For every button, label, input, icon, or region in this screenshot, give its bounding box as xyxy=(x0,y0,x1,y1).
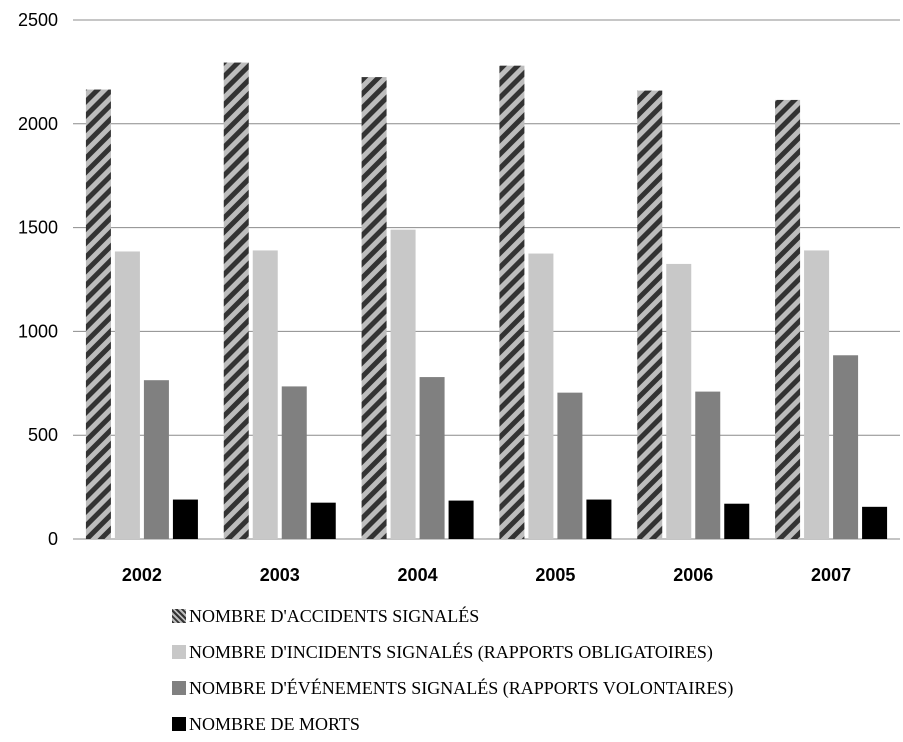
y-tick-label-2000: 2000 xyxy=(18,114,58,134)
bar-evenements-2007 xyxy=(833,355,859,539)
x-category-label-2002: 2002 xyxy=(122,565,162,585)
x-category-label-2005: 2005 xyxy=(535,565,575,585)
bar-morts-2005 xyxy=(586,499,612,539)
bar-morts-2002 xyxy=(172,499,198,539)
legend-label-accidents: NOMBRE D'ACCIDENTS SIGNALÉS xyxy=(189,605,480,626)
bar-accidents-2003 xyxy=(223,62,249,540)
legend-label-evenements: NOMBRE D'ÉVÉNEMENTS SIGNALÉS (RAPPORTS V… xyxy=(189,677,734,698)
x-category-label-2003: 2003 xyxy=(260,565,300,585)
bar-evenements-2004 xyxy=(419,377,445,539)
y-tick-label-2500: 2500 xyxy=(18,10,58,30)
bar-morts-2007 xyxy=(862,506,888,539)
bar-incidents-2006 xyxy=(666,263,692,539)
bar-evenements-2006 xyxy=(695,391,721,539)
bar-evenements-2002 xyxy=(143,380,169,539)
bar-morts-2003 xyxy=(310,502,336,539)
bar-incidents-2002 xyxy=(114,251,140,539)
x-category-label-2006: 2006 xyxy=(673,565,713,585)
y-tick-label-1000: 1000 xyxy=(18,321,58,341)
x-category-label-2004: 2004 xyxy=(398,565,438,585)
y-tick-label-0: 0 xyxy=(48,529,58,549)
x-category-label-2007: 2007 xyxy=(811,565,851,585)
legend-swatch-morts xyxy=(172,717,186,731)
y-axis-ticks: 0 500 1000 1500 2000 2500 xyxy=(18,10,58,549)
bar-accidents-2006 xyxy=(637,90,663,540)
x-axis-categories: 2002 2003 2004 2005 2006 2007 xyxy=(122,565,851,585)
y-tick-label-1500: 1500 xyxy=(18,218,58,238)
bar-incidents-2003 xyxy=(252,250,278,539)
bar-incidents-2004 xyxy=(390,229,416,539)
legend-item-evenements: NOMBRE D'ÉVÉNEMENTS SIGNALÉS (RAPPORTS V… xyxy=(172,670,733,706)
bar-morts-2006 xyxy=(724,503,750,539)
bar-accidents-2007 xyxy=(775,99,801,540)
legend-label-morts: NOMBRE DE MORTS xyxy=(189,713,360,734)
gridlines xyxy=(73,19,900,540)
legend-swatch-evenements xyxy=(172,681,186,695)
y-tick-label-500: 500 xyxy=(28,425,58,445)
bar-accidents-2004 xyxy=(361,77,387,539)
legend: NOMBRE D'ACCIDENTS SIGNALÉS NOMBRE D'INC… xyxy=(172,598,733,742)
bar-evenements-2005 xyxy=(557,392,583,539)
legend-swatch-incidents xyxy=(172,645,186,659)
legend-item-accidents: NOMBRE D'ACCIDENTS SIGNALÉS xyxy=(172,598,733,634)
bar-incidents-2007 xyxy=(804,250,830,539)
bar-accidents-2005 xyxy=(499,65,525,539)
bars xyxy=(85,62,888,540)
bar-evenements-2003 xyxy=(281,386,307,539)
legend-label-incidents: NOMBRE D'INCIDENTS SIGNALÉS (RAPPORTS OB… xyxy=(189,641,713,662)
bar-morts-2004 xyxy=(448,500,474,539)
bar-incidents-2005 xyxy=(528,253,554,540)
legend-swatch-accidents xyxy=(172,609,186,623)
bar-accidents-2002 xyxy=(85,89,111,540)
legend-item-morts: NOMBRE DE MORTS xyxy=(172,706,733,742)
legend-item-incidents: NOMBRE D'INCIDENTS SIGNALÉS (RAPPORTS OB… xyxy=(172,634,733,670)
